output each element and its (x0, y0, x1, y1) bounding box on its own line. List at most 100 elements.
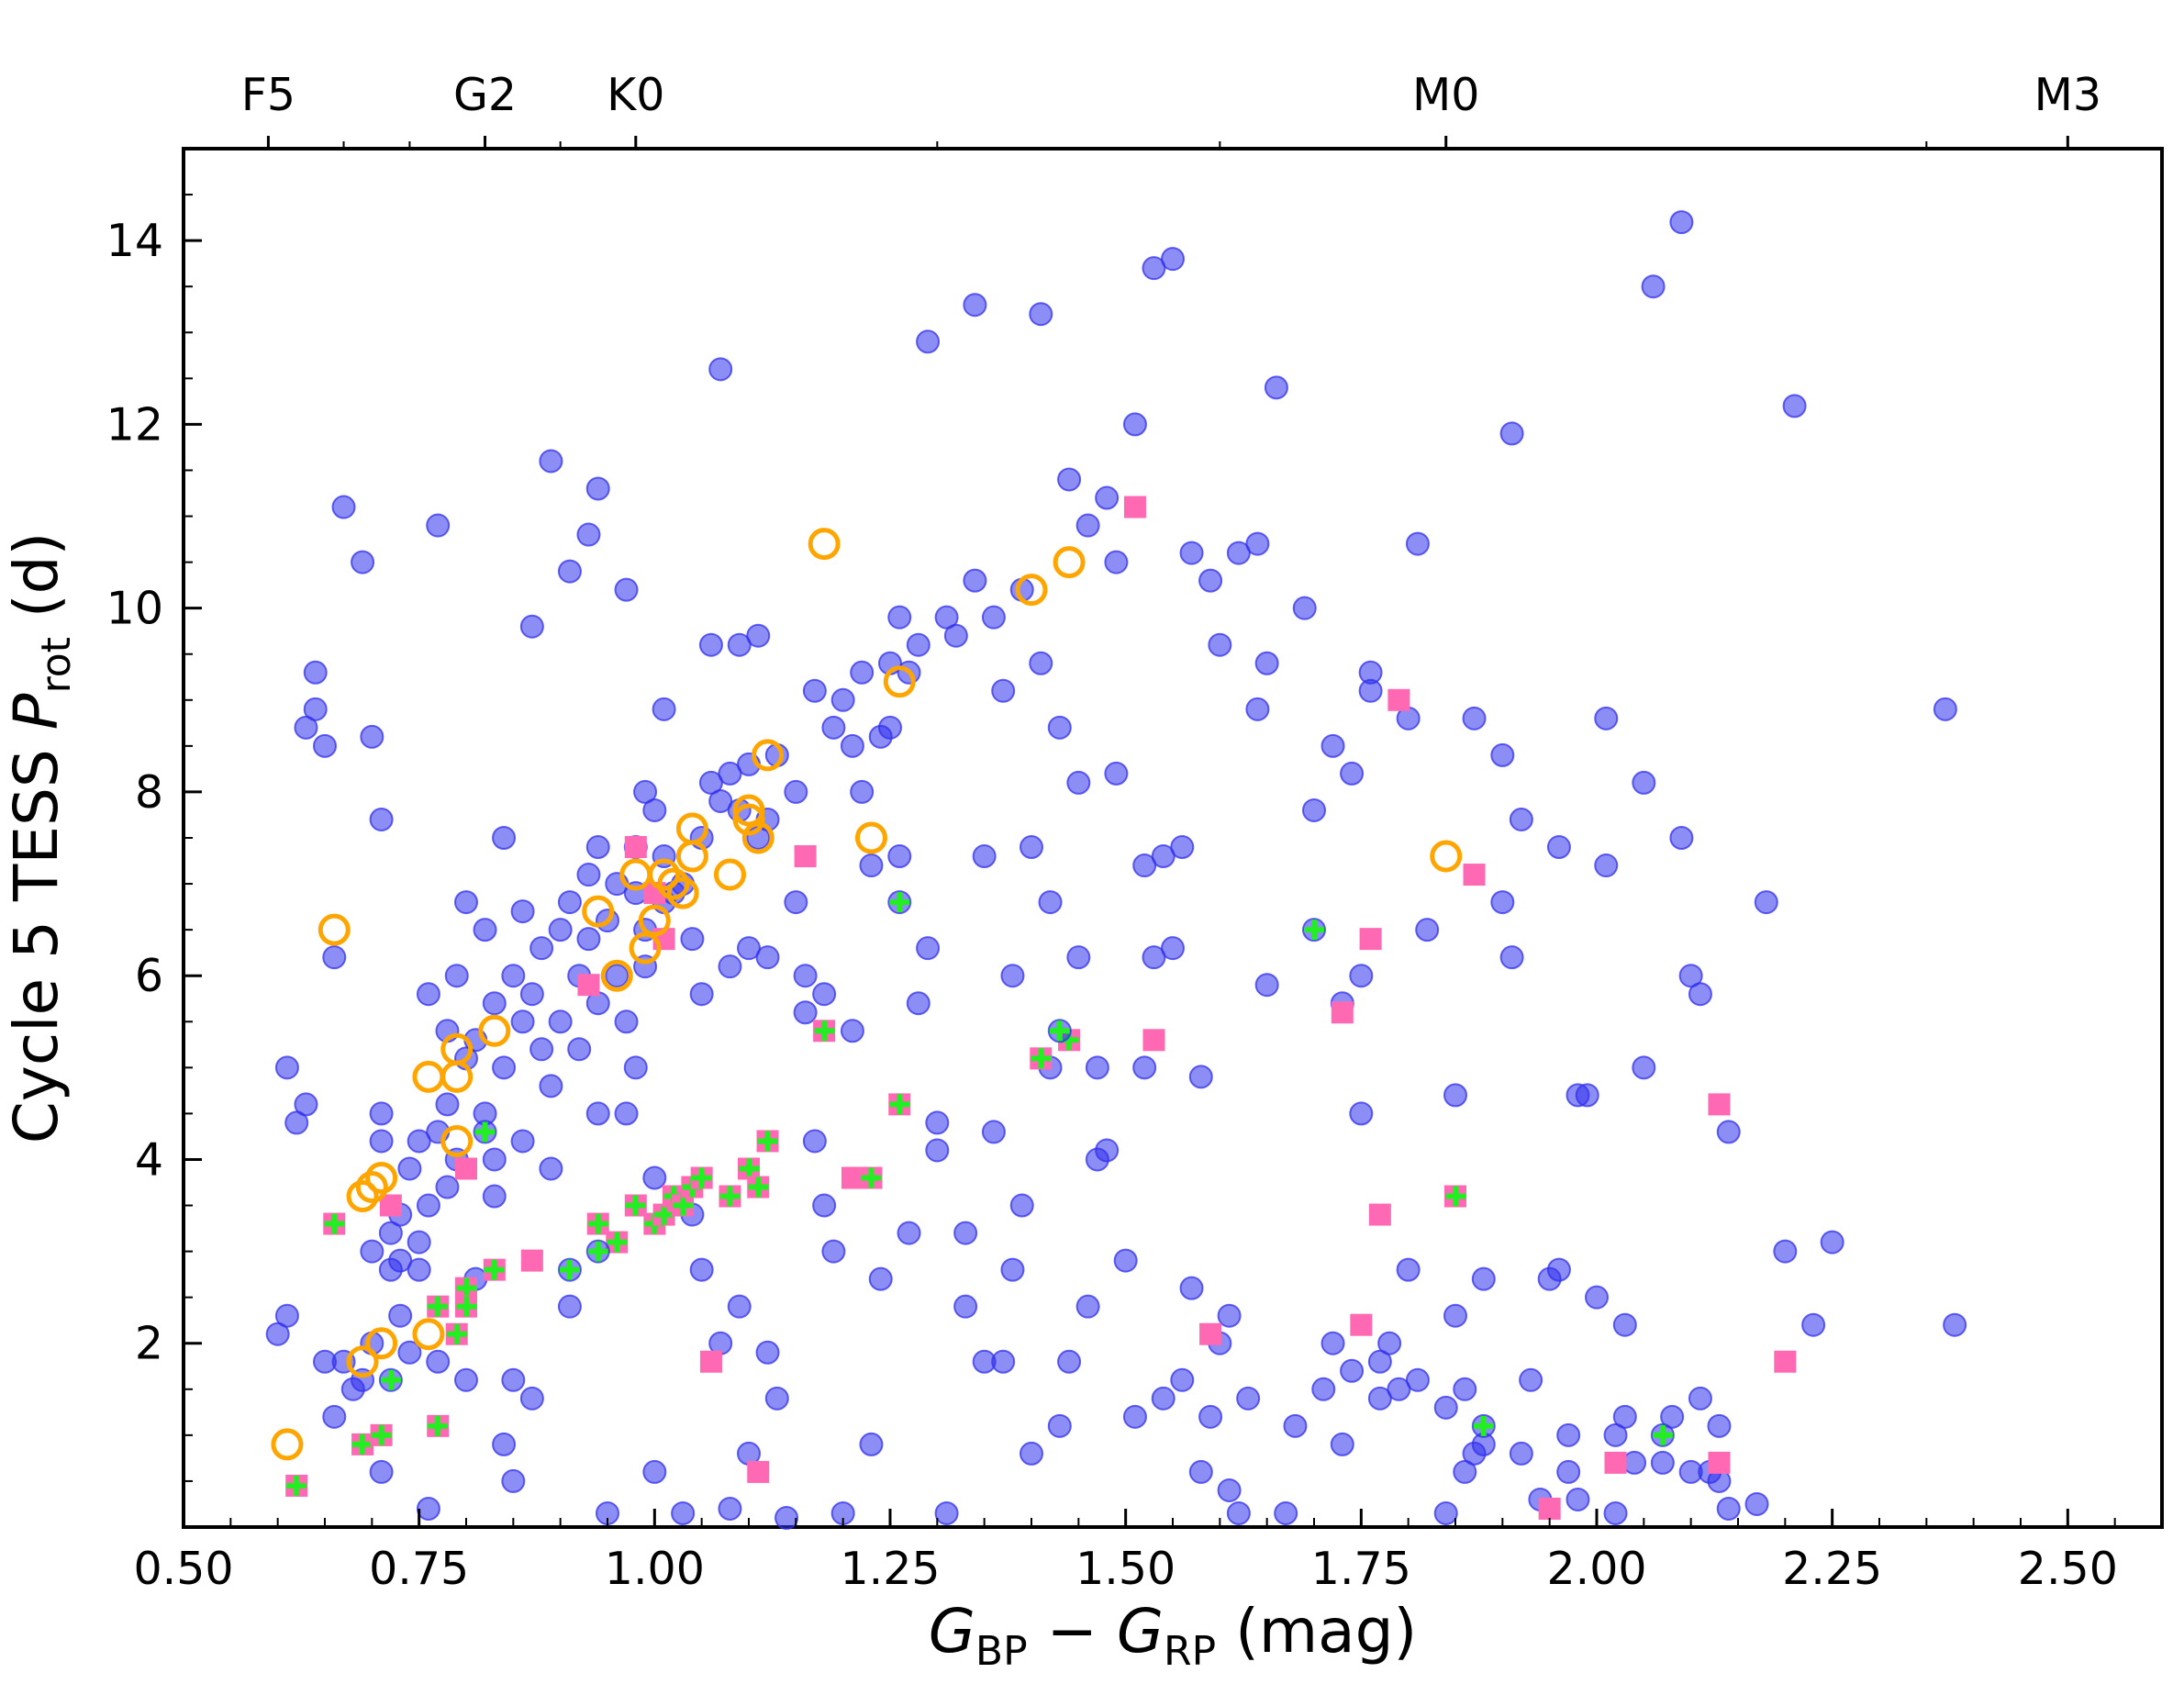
pink-square-point (1604, 1451, 1627, 1474)
blue-circle-point (718, 954, 742, 979)
y-tick-label: 4 (135, 1133, 163, 1186)
blue-circle-point (407, 1129, 431, 1154)
blue-circle-point (859, 853, 884, 878)
blue-circle-point (991, 1349, 1016, 1374)
orange-open-circle-point (675, 840, 708, 873)
x-tick-label: 2.25 (1782, 1543, 1882, 1595)
blue-circle-point (689, 982, 714, 1007)
blue-circle-point (916, 936, 941, 961)
blue-circle-point (1236, 1386, 1261, 1411)
blue-circle-point (1302, 797, 1326, 822)
orange-open-circle-point (883, 665, 916, 698)
blue-circle-point (1462, 706, 1487, 730)
blue-circle-point (1029, 302, 1053, 327)
pink-square-point (1708, 1093, 1731, 1116)
blue-circle-point (473, 918, 497, 942)
blue-circle-point (303, 660, 328, 685)
blue-circle-point (378, 1221, 403, 1245)
blue-circle-point (840, 733, 864, 758)
blue-circle-point (1433, 1500, 1458, 1525)
pink-square-point (520, 1249, 543, 1272)
blue-circle-point (369, 1459, 394, 1484)
orange-open-circle-point (412, 1060, 445, 1093)
blue-circle-point (916, 329, 941, 354)
blue-circle-point (605, 964, 630, 988)
orange-open-circle-point (741, 821, 774, 854)
blue-circle-point (698, 770, 723, 795)
blue-circle-point (1132, 1055, 1157, 1080)
blue-circle-point (1349, 964, 1374, 988)
pink-square-point (1708, 1451, 1731, 1474)
pink-square-cross-point (1030, 1047, 1053, 1070)
blue-circle-point (444, 964, 469, 988)
blue-circle-point (623, 1055, 648, 1080)
blue-circle-point (510, 1129, 535, 1154)
pink-square-cross-point (756, 1130, 779, 1153)
x-tick-label: 1.25 (840, 1543, 940, 1595)
orange-open-circle-point (440, 1060, 474, 1093)
blue-circle-point (708, 357, 733, 382)
pink-square-cross-point (370, 1423, 393, 1446)
blue-circle-point (1245, 697, 1270, 721)
blue-circle-point (585, 835, 610, 860)
blue-circle-point (1095, 485, 1120, 510)
x-axis-title: GBP − GRP (mag) (929, 1596, 1418, 1675)
x-tick-label: 1.75 (1311, 1543, 1411, 1595)
orange-open-circle-point (365, 1327, 398, 1360)
blue-circle-point (1801, 1312, 1826, 1337)
blue-circle-point (1754, 890, 1778, 915)
spectral-type-label: K0 (607, 69, 664, 121)
blue-circle-point (1000, 964, 1025, 988)
blue-circle-point (1226, 1500, 1251, 1525)
x-tick-label: 2.00 (1546, 1543, 1646, 1595)
blue-circle-point (614, 577, 639, 602)
blue-circle-point (416, 1496, 440, 1521)
blue-circle-point (737, 936, 761, 961)
blue-circle-point (519, 1386, 544, 1411)
blue-circle-point (1217, 1478, 1242, 1502)
blue-circle-point (1594, 853, 1619, 878)
blue-circle-point (529, 1037, 554, 1062)
blue-circle-point (1556, 1459, 1581, 1484)
blue-circle-point (426, 1349, 451, 1374)
orange-open-circle-point (629, 931, 662, 965)
blue-circle-point (943, 623, 968, 648)
blue-circle-point (698, 632, 723, 657)
blue-circle-point (585, 476, 610, 501)
blue-circle-point (1650, 1450, 1675, 1475)
blue-circle-point (585, 1101, 610, 1126)
blue-circle-point (708, 788, 733, 813)
blue-circle-point (887, 605, 912, 630)
blue-circle-cross-point (1650, 1422, 1675, 1447)
y-title-p: P (1, 693, 72, 730)
blue-circle-point (501, 964, 526, 988)
spectral-type-label: G2 (453, 69, 517, 121)
blue-circle-point (718, 761, 742, 786)
blue-circle-point (1396, 1257, 1421, 1282)
blue-circle-point (1669, 826, 1694, 850)
orange-open-circle-point (346, 1345, 379, 1378)
orange-open-circle-point (638, 904, 671, 937)
blue-circle-point (1075, 1294, 1100, 1319)
blue-circle-point (1254, 651, 1279, 675)
blue-circle-point (1057, 467, 1082, 492)
orange-open-circle-point (648, 858, 681, 891)
blue-circle-point (519, 614, 544, 639)
blue-circle-point (1311, 1377, 1336, 1401)
pink-square-cross-point (652, 1203, 675, 1226)
blue-circle-point (1773, 1239, 1798, 1264)
blue-circle-point (934, 605, 959, 630)
pink-square-cross-point (351, 1433, 374, 1455)
blue-circle-point (1622, 1450, 1647, 1475)
blue-circle-point (830, 687, 855, 712)
blue-circle-point (576, 927, 601, 952)
pink-square-point (1368, 1203, 1391, 1226)
blue-circle-point (576, 522, 601, 547)
blue-circle-point (1066, 945, 1091, 970)
blue-circle-point (1198, 568, 1223, 593)
blue-circle-point (1038, 890, 1063, 915)
blue-circle-point (1490, 890, 1515, 915)
blue-circle-point (850, 660, 875, 685)
blue-circle-point (1546, 835, 1571, 860)
